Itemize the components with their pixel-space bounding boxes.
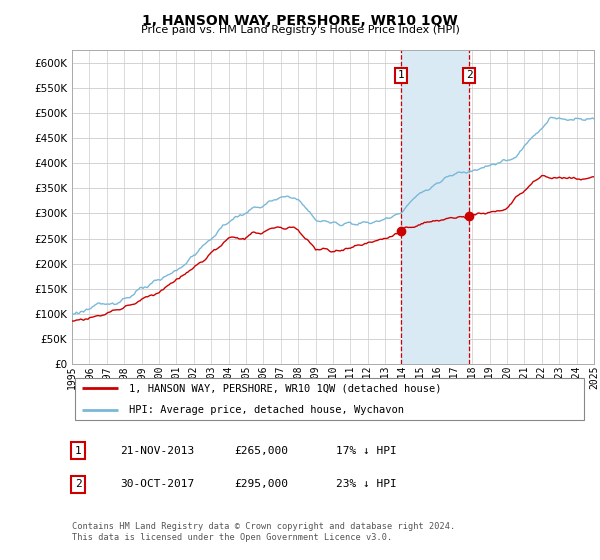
Text: 30-OCT-2017: 30-OCT-2017 xyxy=(120,479,194,489)
Text: This data is licensed under the Open Government Licence v3.0.: This data is licensed under the Open Gov… xyxy=(72,533,392,543)
Text: 21-NOV-2013: 21-NOV-2013 xyxy=(120,446,194,456)
Text: 17% ↓ HPI: 17% ↓ HPI xyxy=(336,446,397,456)
Text: Contains HM Land Registry data © Crown copyright and database right 2024.: Contains HM Land Registry data © Crown c… xyxy=(72,522,455,531)
Text: £265,000: £265,000 xyxy=(234,446,288,456)
Text: 23% ↓ HPI: 23% ↓ HPI xyxy=(336,479,397,489)
Text: HPI: Average price, detached house, Wychavon: HPI: Average price, detached house, Wych… xyxy=(129,405,404,415)
Text: 2: 2 xyxy=(74,479,82,489)
Text: £295,000: £295,000 xyxy=(234,479,288,489)
Text: 1, HANSON WAY, PERSHORE, WR10 1QW (detached house): 1, HANSON WAY, PERSHORE, WR10 1QW (detac… xyxy=(129,383,441,393)
Bar xyxy=(401,50,469,364)
FancyBboxPatch shape xyxy=(74,377,584,421)
Text: 1, HANSON WAY, PERSHORE, WR10 1QW: 1, HANSON WAY, PERSHORE, WR10 1QW xyxy=(142,14,458,28)
Text: 1: 1 xyxy=(74,446,82,456)
Text: 2: 2 xyxy=(466,71,473,81)
Text: 1: 1 xyxy=(397,71,404,81)
Text: Price paid vs. HM Land Registry's House Price Index (HPI): Price paid vs. HM Land Registry's House … xyxy=(140,25,460,35)
